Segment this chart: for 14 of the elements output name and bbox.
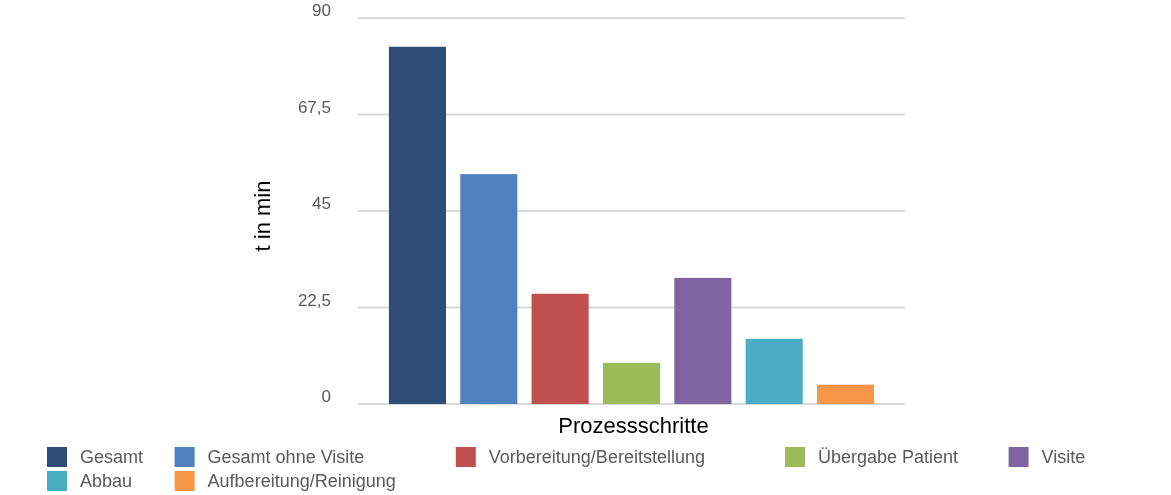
legend-label: Übergabe Patient — [818, 447, 959, 468]
legend-label: Abbau — [80, 471, 133, 492]
legend-label: Aufbereitung/Reinigung — [207, 471, 396, 492]
legend-label: Vorbereitung/Bereitstellung — [488, 447, 705, 468]
y-tick-label: 45 — [312, 194, 331, 214]
y-axis-title: t in min — [250, 180, 275, 252]
legend-label: Gesamt — [80, 447, 144, 468]
y-tick-label: 22,5 — [297, 290, 331, 310]
legend-label: Visite — [1041, 447, 1086, 468]
y-tick-label: 90 — [312, 1, 331, 21]
y-tick-label: 67,5 — [297, 97, 331, 117]
y-tick-label: 0 — [321, 387, 331, 407]
legend-label: Gesamt ohne Visite — [207, 447, 365, 468]
x-axis-title: Prozessschritte — [558, 413, 709, 438]
